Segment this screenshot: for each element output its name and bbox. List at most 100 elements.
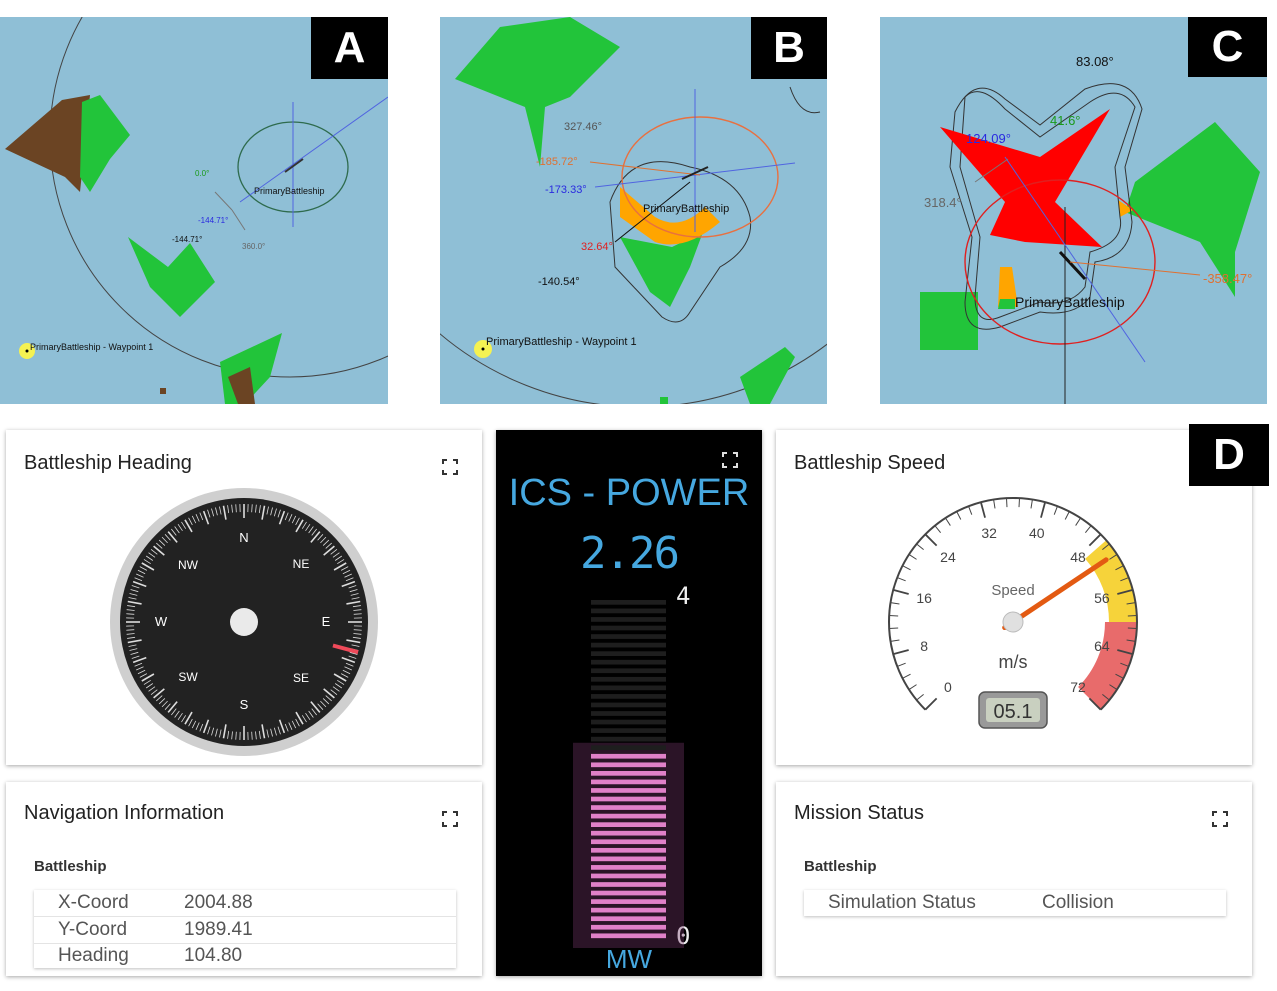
y-coord-key: Y-Coord — [58, 919, 128, 940]
panel-letter-b: B — [751, 17, 827, 79]
green-angle-label: 0.0° — [195, 169, 209, 178]
power-unit: MW — [605, 944, 653, 974]
gray-angle-label: 360.0° — [242, 242, 265, 251]
compass-tick — [174, 710, 180, 718]
compass-tick — [353, 613, 362, 615]
compass-tick — [340, 673, 349, 678]
compass-tick — [251, 731, 253, 740]
compass-tick — [348, 655, 357, 659]
compass-tick — [222, 505, 227, 520]
power-segment — [591, 608, 666, 614]
power-value: 2.26 — [580, 528, 680, 579]
y-coord-value: 1989.41 — [184, 919, 253, 940]
land-shape — [128, 237, 215, 317]
speed-tick — [980, 501, 986, 518]
speed-tick — [1102, 543, 1110, 551]
power-segment — [591, 642, 666, 648]
compass-tick — [322, 539, 330, 546]
speed-tick — [1075, 517, 1081, 526]
compass-tick — [211, 508, 215, 517]
card-title: Battleship Speed — [794, 452, 946, 474]
map-panel-a[interactable]: PrimaryBattleship PrimaryBattleship - Wa… — [0, 17, 388, 404]
map-panel-b[interactable]: PrimaryBattleship PrimaryBattleship - Wa… — [440, 17, 827, 404]
compass-tick — [353, 609, 362, 611]
compass-tick — [334, 555, 343, 561]
x-coord-key: X-Coord — [58, 892, 129, 913]
compass-tick — [158, 698, 166, 705]
speed-tick — [908, 684, 917, 690]
compass-tick — [129, 593, 138, 596]
gray-angle-label: 318.4° — [924, 195, 962, 210]
compass-tick — [153, 688, 165, 699]
compass-tick — [164, 703, 171, 710]
fullscreen-icon[interactable] — [1212, 811, 1228, 827]
compass-tick — [188, 517, 193, 526]
compass-tick — [195, 722, 200, 730]
compass-tick — [134, 662, 143, 667]
fullscreen-icon[interactable] — [442, 459, 458, 475]
compass-tick — [346, 600, 361, 605]
speed-tick — [916, 693, 924, 701]
power-title: ICS - POWER — [508, 472, 750, 514]
angle-line — [214, 191, 233, 211]
compass-tick — [308, 710, 314, 718]
land-shape — [620, 232, 703, 307]
fullscreen-icon[interactable] — [442, 811, 458, 827]
compass-tick — [174, 526, 180, 534]
speedometer-gauge: 0 8 16 24 32 40 48 56 64 72 Speed m/s 05.1 — [888, 497, 1138, 729]
power-segment — [591, 873, 666, 879]
compass-tick — [273, 727, 277, 736]
speed-tick — [1084, 525, 1092, 533]
heading-card: Battleship Heading N NE E SE S SW W NW — [6, 430, 482, 765]
speed-tick — [897, 577, 906, 582]
compass-tick — [127, 605, 136, 608]
compass-tick — [134, 577, 143, 582]
compass-tick — [332, 686, 340, 692]
compass-tick — [222, 724, 227, 739]
speed-tick — [892, 589, 909, 595]
power-bar-gauge — [573, 600, 684, 948]
power-segment — [591, 899, 666, 904]
speed-tick — [1115, 673, 1124, 679]
compass-tick — [323, 545, 335, 556]
power-segment — [591, 924, 666, 930]
compass-tick — [340, 566, 349, 571]
compass-tick — [325, 542, 332, 549]
speed-tick — [993, 499, 996, 509]
speed-tick-label: 24 — [940, 549, 956, 565]
power-segment — [591, 694, 666, 699]
compass-tick — [143, 679, 151, 685]
compass-tick — [130, 651, 139, 655]
compass-tick — [301, 521, 307, 529]
power-segment — [591, 617, 666, 622]
ship-range-ellipse — [964, 179, 1156, 345]
speed-tick — [1126, 639, 1136, 642]
compass-label-nw: NW — [178, 558, 199, 572]
power-card: ICS - POWER 2.26 4 0 MW — [496, 430, 762, 976]
compass-tick — [337, 559, 345, 565]
compass-tick — [132, 656, 147, 664]
table-row: Heading 104.80 — [34, 944, 456, 968]
ship-marker — [1058, 250, 1087, 281]
compass-tick — [349, 589, 358, 593]
speed-tick — [1126, 602, 1136, 605]
ship-label: PrimaryBattleship — [1015, 294, 1125, 310]
compass-tick — [333, 673, 347, 682]
speed-tick — [1120, 662, 1129, 667]
power-segment — [591, 676, 666, 682]
compass-tick — [311, 708, 317, 716]
speed-tick-label: 8 — [920, 638, 928, 654]
compass-tick — [341, 580, 356, 588]
compass-tick — [308, 526, 314, 534]
compass-label-sw: SW — [178, 670, 198, 684]
compass-tick — [164, 534, 171, 541]
speed-tick — [1120, 577, 1129, 582]
compass-tick — [330, 689, 338, 695]
power-segment — [591, 711, 666, 716]
compass-tick — [320, 536, 327, 544]
compass-tick — [227, 730, 230, 739]
map-panel-c[interactable]: PrimaryBattleship 83.08° 41.6° 124.09° 3… — [880, 17, 1267, 404]
compass-tick — [311, 528, 317, 536]
power-glow — [573, 742, 684, 948]
fullscreen-icon[interactable] — [722, 452, 738, 468]
